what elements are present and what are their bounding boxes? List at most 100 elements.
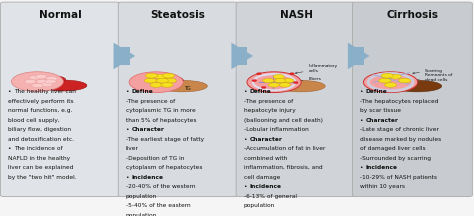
Ellipse shape <box>256 73 261 75</box>
Text: effectively perform its: effectively perform its <box>8 99 73 104</box>
Ellipse shape <box>25 79 36 84</box>
Ellipse shape <box>155 74 167 79</box>
Text: NAFLD in the healthy: NAFLD in the healthy <box>8 156 70 161</box>
Ellipse shape <box>161 83 173 87</box>
Text: -The presence of: -The presence of <box>244 99 293 104</box>
Text: •: • <box>8 146 13 151</box>
Text: Inflammatory
cells: Inflammatory cells <box>295 64 337 74</box>
Text: combined with: combined with <box>244 156 287 161</box>
Text: -Accumulation of fat in liver: -Accumulation of fat in liver <box>244 146 325 151</box>
Ellipse shape <box>273 75 284 79</box>
Text: Define: Define <box>366 89 388 94</box>
Bar <box>351 47 364 65</box>
Ellipse shape <box>162 73 174 78</box>
Text: within 10 years: within 10 years <box>360 184 405 189</box>
Ellipse shape <box>11 72 64 91</box>
Text: liver: liver <box>126 146 139 151</box>
Text: Define: Define <box>249 89 271 94</box>
Text: NASH: NASH <box>280 10 312 20</box>
Text: hepatocyte injury: hepatocyte injury <box>244 108 295 113</box>
Text: The healthy liver can: The healthy liver can <box>14 89 75 94</box>
Ellipse shape <box>129 72 183 92</box>
Text: •: • <box>126 175 131 180</box>
Text: Character: Character <box>366 118 399 123</box>
Text: population: population <box>126 213 157 216</box>
Ellipse shape <box>364 72 418 92</box>
Text: by scar tissue: by scar tissue <box>360 108 401 113</box>
Ellipse shape <box>247 72 301 92</box>
Text: -The presence of: -The presence of <box>126 99 175 104</box>
Text: Remnants of
dead cells: Remnants of dead cells <box>408 73 452 82</box>
Ellipse shape <box>40 80 87 91</box>
Text: -5-40% of the eastern: -5-40% of the eastern <box>126 203 191 208</box>
Text: -Surrounded by scarring: -Surrounded by scarring <box>360 156 431 161</box>
Text: than 5% of hepatocytes: than 5% of hepatocytes <box>126 118 196 123</box>
Ellipse shape <box>276 80 325 92</box>
Text: -Deposition of TG in: -Deposition of TG in <box>126 156 184 161</box>
Text: Character: Character <box>249 137 282 142</box>
Ellipse shape <box>150 83 162 87</box>
Text: •: • <box>244 89 249 94</box>
Ellipse shape <box>29 75 41 80</box>
Text: liver can be explained: liver can be explained <box>8 165 73 170</box>
Ellipse shape <box>381 73 393 78</box>
Text: cell damage: cell damage <box>244 175 280 180</box>
Text: biliary flow, digestion: biliary flow, digestion <box>8 127 71 132</box>
Text: Incidence: Incidence <box>249 184 282 189</box>
Text: (ballooning and cell death): (ballooning and cell death) <box>244 118 323 123</box>
Text: -6-13% of general: -6-13% of general <box>244 194 297 199</box>
Ellipse shape <box>36 75 47 79</box>
Ellipse shape <box>283 78 294 83</box>
Text: •: • <box>244 137 249 142</box>
Ellipse shape <box>279 83 291 87</box>
Ellipse shape <box>392 80 442 92</box>
Text: by the "two hit" model.: by the "two hit" model. <box>8 175 77 180</box>
Text: of damaged liver cells: of damaged liver cells <box>360 146 426 151</box>
Text: blood cell supply,: blood cell supply, <box>8 118 60 123</box>
FancyBboxPatch shape <box>353 2 473 197</box>
Text: population: population <box>126 194 157 199</box>
Text: •: • <box>126 127 131 132</box>
Ellipse shape <box>290 73 294 75</box>
Ellipse shape <box>263 78 274 83</box>
Text: -Late stage of chronic liver: -Late stage of chronic liver <box>360 127 439 132</box>
Ellipse shape <box>156 78 168 83</box>
Ellipse shape <box>32 83 43 88</box>
Text: -20-40% of the western: -20-40% of the western <box>126 184 195 189</box>
Text: -The hepatocytes replaced: -The hepatocytes replaced <box>360 99 438 104</box>
FancyBboxPatch shape <box>236 2 356 197</box>
Text: cytoplasmic TG in more: cytoplasmic TG in more <box>126 108 196 113</box>
Text: •: • <box>360 89 365 94</box>
Ellipse shape <box>164 78 176 83</box>
Ellipse shape <box>399 78 411 83</box>
Text: •: • <box>126 89 131 94</box>
Ellipse shape <box>36 79 48 84</box>
Text: normal functions, e.g.: normal functions, e.g. <box>8 108 73 113</box>
Text: The incidence of: The incidence of <box>14 146 62 151</box>
Text: cytoplasm of hepatocytes: cytoplasm of hepatocytes <box>126 165 202 170</box>
Text: TG: TG <box>171 85 190 91</box>
Polygon shape <box>114 43 135 69</box>
Ellipse shape <box>252 80 256 82</box>
Text: •: • <box>360 118 365 123</box>
Ellipse shape <box>261 87 266 89</box>
Text: Cirrhosis: Cirrhosis <box>386 10 438 20</box>
Ellipse shape <box>389 74 401 79</box>
Text: Scarring: Scarring <box>413 69 443 74</box>
Text: Incidence: Incidence <box>366 165 398 170</box>
Text: -Lobular inflammation: -Lobular inflammation <box>244 127 309 132</box>
Text: •: • <box>8 89 13 94</box>
Ellipse shape <box>45 79 56 84</box>
Text: Incidence: Incidence <box>131 175 164 180</box>
Ellipse shape <box>37 76 66 84</box>
Text: Fibers: Fibers <box>295 77 321 82</box>
Ellipse shape <box>146 73 157 78</box>
Ellipse shape <box>379 78 391 83</box>
Ellipse shape <box>46 76 57 81</box>
Text: •: • <box>360 165 365 170</box>
Text: population: population <box>244 203 275 208</box>
Text: Define: Define <box>131 89 153 94</box>
FancyBboxPatch shape <box>0 2 120 197</box>
Text: and detoxification etc.: and detoxification etc. <box>8 137 74 142</box>
Text: inflammation, fibrosis, and: inflammation, fibrosis, and <box>244 165 322 170</box>
